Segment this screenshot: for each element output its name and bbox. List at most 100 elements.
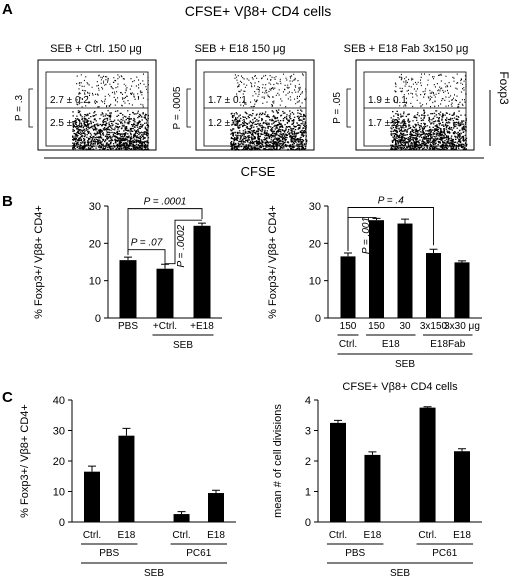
bar [156,268,174,318]
p-value-label: P = .07 [131,238,163,249]
error-bar [212,489,220,494]
category-label: 3x30 μg [444,321,480,332]
chart-title: CFSE+ Vβ8+ CD4 cells [342,381,458,393]
bar [364,454,381,522]
chart-b-left: 0 10 20 30 % Foxp3+/ Vβ8+ CD4+ PBS +Ctrl. +E18 S… [33,197,222,351]
category-label: E18 [118,530,136,541]
error-bar [368,451,377,455]
y-tick-label: 0 [315,313,321,325]
category-label: 30 [399,321,411,332]
flow-upper-value: 1.9 ± 0.1 [368,95,407,106]
group-label: E18Fab [430,339,465,350]
error-bar [458,448,466,452]
category-label: 3x150 [420,321,448,332]
group-label: PBS [99,548,119,559]
flow-lower-value: 1.7 ± 0.1 [368,118,407,129]
category-label: E18 [453,530,471,541]
error-bar [124,256,132,261]
y-tick-label: 30 [309,201,321,213]
bar [84,471,100,522]
group-label: PC61 [432,548,457,559]
panel-a-title: CFSE+ Vβ8+ CD4 cells [185,3,332,19]
category-label: 150 [368,321,385,332]
bar [426,253,441,318]
y-tick-label: 30 [89,201,101,213]
seb-label: SEB [395,359,415,370]
flow-upper-value: 1.7 ± 0.1 [208,95,247,106]
y-tick-label: 30 [53,426,65,438]
y-tick-label: 20 [53,456,65,468]
significance-bracket [347,217,377,252]
panel-a-ylabel: Foxp3 [497,71,511,105]
bar [340,256,356,318]
y-axis-label: % Foxp3+/ Vβ8+ CD4+ [267,205,279,319]
flow-plot-2: SEB + E18 150 μg 1.7 ± 0.1 1.2 ± 0.1 P =… [172,43,315,151]
panel-label-a: A [2,1,13,18]
y-tick-label: 40 [53,395,65,407]
bar [454,262,470,318]
category-label: PBS [118,321,138,332]
y-tick-label: 10 [89,276,101,288]
bar [419,407,436,522]
flow-lower-value: 1.2 ± 0.1 [208,118,247,129]
panel-label-b: B [2,193,13,210]
bar [118,435,135,522]
bar [208,493,224,522]
seb-label: SEB [173,340,193,351]
error-bar [122,427,131,436]
bar [454,451,470,522]
bar [173,514,190,522]
p-value-label: P = .0002 [176,224,187,267]
y-tick-label: 10 [309,276,321,288]
category-label: E18 [207,530,225,541]
category-label: Ctrl. [172,530,190,541]
error-bar [161,263,169,269]
flow-plot-title: SEB + Ctrl. 150 μg [50,43,142,55]
flow-upper-value: 2.7 ± 0.2 [50,95,89,106]
category-label: +Ctrl. [153,321,177,332]
y-tick-label: 4 [305,395,311,407]
y-tick-label: 0 [59,517,65,529]
error-bar [458,260,466,263]
category-label: +E18 [190,321,214,332]
chart-b-right: 0 10 20 30 % Foxp3+/ Vβ8+ CD4+ 150 150 30 3x1503… [267,195,482,370]
error-bar [429,248,438,254]
p-value-label: P = .0001 [144,197,187,208]
p-value-label: P = .4 [378,195,404,206]
y-tick-label: 0 [95,313,101,325]
y-axis-label: mean # of cell divisions [272,404,284,518]
group-label: PC61 [186,548,211,559]
y-tick-label: 10 [53,487,65,499]
flow-plot-title: SEB + E18 Fab 3x150 μg [344,43,469,55]
flow-p-value: P = .05 [332,92,343,124]
error-bar [344,252,352,257]
bar [193,225,211,318]
flow-plot-1: SEB + Ctrl. 150 μg 2.7 ± 0.2 2.5 ± 0.3 P… [14,43,157,151]
flow-plot-3: SEB + E18 Fab 3x150 μg 1.9 ± 0.1 1.7 ± 0… [332,43,475,151]
significance-bracket [127,208,203,254]
flow-p-value: P = .0005 [172,86,183,129]
bar [397,223,413,318]
flow-lower-value: 2.5 ± 0.3 [50,118,89,129]
significance-bracket [164,219,202,265]
y-tick-label: 3 [305,426,311,438]
seb-label: SEB [144,568,164,579]
bar [119,260,137,318]
category-label: Ctrl. [83,530,101,541]
category-label: E18 [364,530,382,541]
chart-c-right: 0 1 2 3 4 mean # of cell divisions Ctrl. E18 Ctr… [272,381,482,579]
error-bar [423,406,432,408]
error-bar [401,218,409,224]
group-label: PBS [345,548,365,559]
group-label: Ctrl. [339,339,357,350]
p-value-label: P = .001 [361,217,372,254]
category-label: Ctrl. [329,530,347,541]
bar [369,220,384,318]
group-label: E18 [382,339,400,350]
significance-bracket [127,249,166,263]
error-bar [372,217,381,221]
panel-label-c: C [2,389,13,406]
y-tick-label: 1 [305,487,311,499]
y-tick-label: 0 [305,517,311,529]
